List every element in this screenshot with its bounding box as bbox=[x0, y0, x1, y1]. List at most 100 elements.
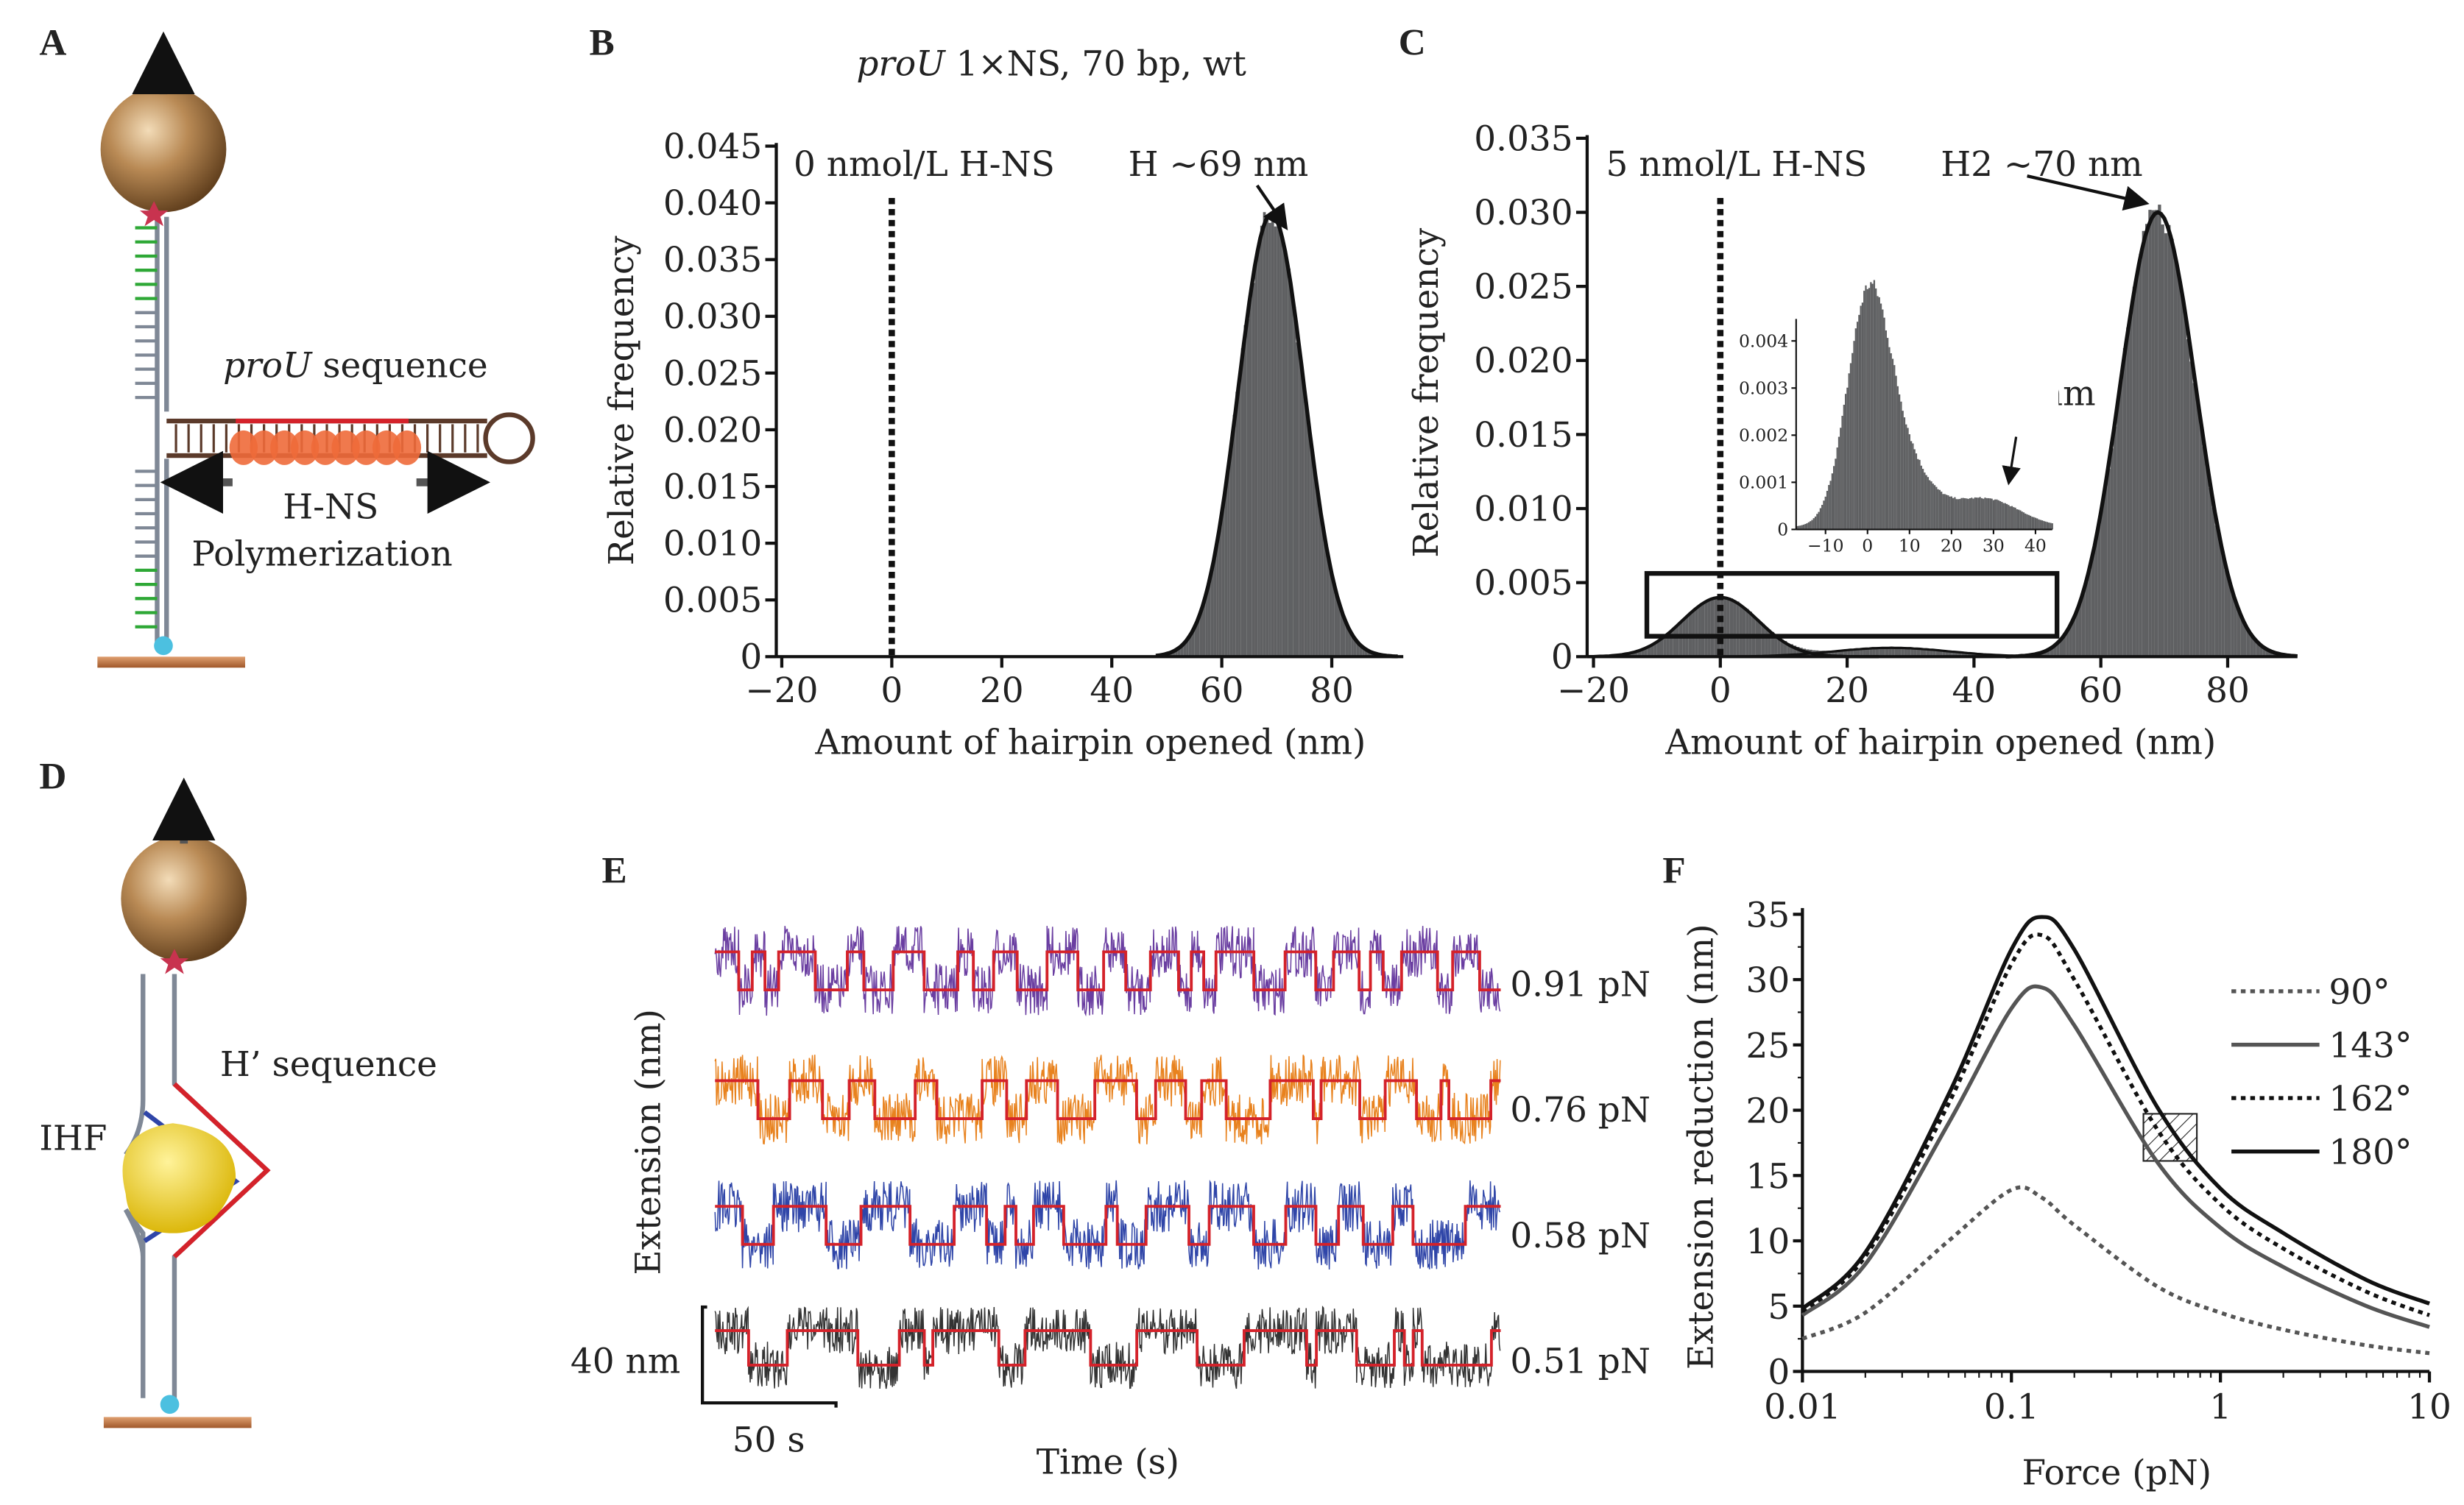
histogram-bar bbox=[2224, 570, 2228, 657]
histogram-bar bbox=[2211, 507, 2215, 657]
histogram-bar bbox=[1893, 365, 1896, 530]
histogram-bar bbox=[1301, 376, 1305, 657]
zoom-region-box bbox=[1644, 570, 2060, 639]
chart-b-annotation-condition: 0 nmol/L H-NS bbox=[794, 144, 1055, 185]
histogram-bar bbox=[1955, 499, 1958, 530]
histogram-bar bbox=[2132, 286, 2136, 657]
histogram-bar bbox=[1831, 651, 1835, 657]
histogram-bar bbox=[2085, 582, 2089, 657]
histogram-bar bbox=[1853, 649, 1857, 657]
histogram-bar bbox=[2026, 514, 2028, 530]
histogram-bar bbox=[1323, 537, 1327, 657]
histogram-bar bbox=[2056, 642, 2060, 657]
extension-trace bbox=[714, 1054, 1501, 1145]
histogram-bar bbox=[1296, 342, 1299, 657]
histogram-bar bbox=[2243, 625, 2247, 657]
histogram-bar bbox=[2202, 446, 2206, 657]
histogram-bar bbox=[2186, 339, 2190, 657]
histogram-bar bbox=[2024, 513, 2027, 530]
histogram-bar bbox=[2053, 645, 2057, 657]
histogram-bar bbox=[1955, 652, 1958, 657]
x-tick-label: 20 bbox=[1825, 670, 1869, 711]
histogram-bar bbox=[1879, 303, 1882, 530]
histogram-bar bbox=[1850, 649, 1854, 657]
histogram-bar bbox=[1818, 511, 1820, 530]
x-tick-label: 20 bbox=[1941, 535, 1963, 556]
histogram-bar bbox=[1197, 618, 1200, 657]
state-fit-trace bbox=[715, 1205, 1501, 1246]
magnetic-bead bbox=[100, 86, 227, 213]
hns-protein bbox=[372, 430, 401, 465]
x-tick-label: 20 bbox=[980, 670, 1024, 711]
histogram-bar bbox=[1271, 216, 1274, 657]
histogram-bar bbox=[1720, 596, 1724, 657]
curve-180deg bbox=[1801, 915, 2430, 1311]
histogram-bar bbox=[1310, 446, 1313, 657]
histogram-bar bbox=[1810, 521, 1812, 530]
histogram-bar bbox=[1823, 500, 1825, 530]
histogram-bar bbox=[1246, 318, 1249, 657]
histogram-bar bbox=[1257, 242, 1260, 657]
histogram-bar bbox=[1960, 497, 1963, 530]
histogram-bar bbox=[1865, 648, 1870, 657]
histogram-bar bbox=[1935, 650, 1940, 657]
histogram-bar bbox=[2192, 383, 2196, 657]
histogram-bar bbox=[2195, 400, 2200, 657]
histogram-bar bbox=[1967, 498, 1969, 530]
magnetic-bead bbox=[121, 835, 247, 962]
histogram-bar bbox=[1992, 500, 1995, 530]
histogram-bar bbox=[1895, 375, 1897, 530]
histogram-bar bbox=[2240, 617, 2244, 657]
histogram-bar bbox=[1863, 648, 1866, 657]
diagram-d: H’ sequence IHF bbox=[39, 777, 437, 1428]
anchor-bead bbox=[160, 1395, 180, 1414]
histogram-bar bbox=[1326, 551, 1330, 657]
histogram-bar bbox=[1742, 607, 1746, 657]
histogram-bar bbox=[1854, 328, 1857, 530]
histogram-bar bbox=[1243, 325, 1247, 657]
histogram-bar bbox=[1865, 285, 1867, 530]
x-tick-label: 80 bbox=[1310, 670, 1354, 711]
histogram-bar bbox=[1307, 418, 1310, 657]
histogram-bar bbox=[2256, 642, 2260, 657]
histogram-bar bbox=[1673, 627, 1676, 657]
chart-e-xlabel: Time (s) bbox=[1037, 1442, 1179, 1482]
histogram-bar bbox=[1359, 645, 1363, 657]
histogram-bar bbox=[1912, 443, 1914, 530]
histogram-bar bbox=[1765, 626, 1768, 657]
histogram-bar bbox=[1169, 652, 1173, 657]
histogram-bar bbox=[1833, 466, 1835, 530]
trace-label-0.58: 0.58 pN bbox=[1510, 1216, 1651, 1256]
histogram-bar bbox=[1729, 598, 1734, 657]
y-tick-label: 15 bbox=[1746, 1156, 1790, 1197]
histogram-bar bbox=[2231, 592, 2234, 657]
histogram-bar bbox=[1916, 648, 1921, 657]
histogram-bar bbox=[1224, 485, 1228, 657]
sequence-label-italic: proU bbox=[223, 345, 313, 386]
histogram-bar bbox=[2214, 525, 2219, 657]
histogram-bar bbox=[1367, 651, 1371, 657]
histogram-bar bbox=[1977, 497, 1980, 530]
histogram-bar bbox=[2062, 635, 2066, 657]
histogram-bar bbox=[1888, 347, 1891, 530]
histogram-bar bbox=[1954, 497, 1956, 530]
histogram-bar bbox=[1989, 498, 1991, 530]
scale-bars bbox=[701, 1305, 838, 1408]
histogram-bar bbox=[1714, 597, 1718, 657]
histogram-bar bbox=[1736, 601, 1740, 657]
histogram-bar bbox=[1966, 498, 1968, 530]
histogram-bar bbox=[1969, 498, 1971, 530]
histogram-bar bbox=[1207, 580, 1211, 657]
panel-label-b: B bbox=[589, 22, 614, 64]
histogram-bar bbox=[1872, 648, 1876, 657]
y-tick-label: 0.015 bbox=[663, 467, 762, 507]
histogram-bar bbox=[2014, 507, 2016, 530]
histogram-bar bbox=[1291, 295, 1293, 657]
histogram-bar bbox=[1853, 341, 1855, 530]
histogram-bar bbox=[1745, 609, 1749, 657]
histogram-bar bbox=[1921, 469, 1924, 530]
histogram-bar bbox=[1260, 225, 1263, 657]
gaussian-fit-h2 bbox=[2005, 210, 2298, 659]
histogram-bar bbox=[1875, 648, 1879, 657]
histogram-bar bbox=[2094, 540, 2098, 657]
